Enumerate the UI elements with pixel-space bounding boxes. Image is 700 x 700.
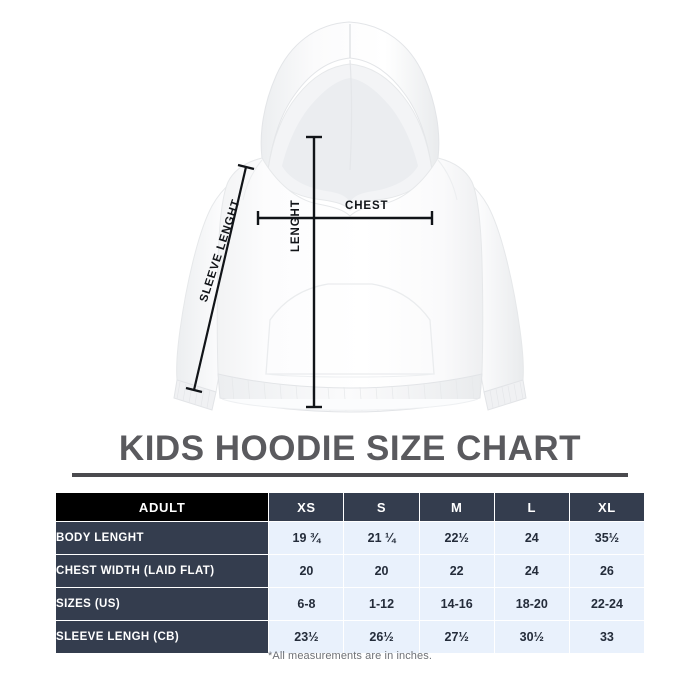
- table-row: SLEEVE LENGH (CB) 23½ 26½ 27½ 30½ 33: [56, 621, 644, 653]
- table-header: ADULT XS S M L XL: [56, 493, 644, 521]
- cell-chest-width-m: 22: [419, 555, 494, 587]
- cell-sizes-us-xs: 6-8: [269, 588, 344, 620]
- title-block: KIDS HOODIE SIZE CHART: [0, 428, 700, 477]
- row-label-sizes-us: SIZES (US): [56, 588, 269, 620]
- row-label-sleeve-lengh: SLEEVE LENGH (CB): [56, 621, 269, 653]
- table-body: BODY LENGHT 19 ¾ 21 ¼ 22½ 24 35½ CHEST W…: [56, 522, 644, 653]
- cell-sleeve-lengh-xl: 33: [569, 621, 644, 653]
- cell-chest-width-l: 24: [494, 555, 569, 587]
- table-header-row: ADULT XS S M L XL: [56, 493, 644, 521]
- hoodie-body: [216, 157, 484, 413]
- header-size-xl: XL: [569, 493, 644, 521]
- header-adult: ADULT: [56, 493, 269, 521]
- length-measure-label: LENGHT: [290, 199, 302, 252]
- table-row: SIZES (US) 6-8 1-12 14-16 18-20 22-24: [56, 588, 644, 620]
- hoodie-hood: [260, 21, 440, 211]
- table-row: BODY LENGHT 19 ¾ 21 ¼ 22½ 24 35½: [56, 522, 644, 554]
- measurement-lines: [185, 135, 434, 409]
- cell-body-lenght-s: 21 ¼: [344, 522, 419, 554]
- row-label-chest-width: CHEST WIDTH (LAID FLAT): [56, 555, 269, 587]
- measurements-footnote: *All measurements are in inches.: [268, 650, 432, 662]
- chest-measure-line: [256, 211, 434, 225]
- cell-body-lenght-m: 22½: [419, 522, 494, 554]
- cell-chest-width-s: 20: [344, 555, 419, 587]
- cell-body-lenght-xs: 19 ¾: [269, 522, 344, 554]
- size-chart-table-wrapper: ADULT XS S M L XL BODY LENGHT 19 ¾ 21 ¼ …: [55, 492, 645, 654]
- cell-sizes-us-m: 14-16: [419, 588, 494, 620]
- cell-chest-width-xs: 20: [269, 555, 344, 587]
- cell-body-lenght-xl: 35½: [569, 522, 644, 554]
- cell-sleeve-lengh-l: 30½: [494, 621, 569, 653]
- chest-measure-label: CHEST: [345, 200, 389, 212]
- cell-body-lenght-l: 24: [494, 522, 569, 554]
- cell-chest-width-xl: 26: [569, 555, 644, 587]
- header-size-m: M: [419, 493, 494, 521]
- cell-sleeve-lengh-m: 27½: [419, 621, 494, 653]
- length-measure-line: [306, 135, 322, 409]
- header-size-l: L: [494, 493, 569, 521]
- hoodie-graphic: [173, 21, 527, 413]
- table-row: CHEST WIDTH (LAID FLAT) 20 20 22 24 26: [56, 555, 644, 587]
- cell-sleeve-lengh-s: 26½: [344, 621, 419, 653]
- sleeve-measure-line: [185, 163, 255, 394]
- cell-sizes-us-l: 18-20: [494, 588, 569, 620]
- cell-sizes-us-xl: 22-24: [569, 588, 644, 620]
- page-title: KIDS HOODIE SIZE CHART: [118, 429, 582, 468]
- header-size-s: S: [344, 493, 419, 521]
- size-chart-table: ADULT XS S M L XL BODY LENGHT 19 ¾ 21 ¼ …: [55, 492, 645, 654]
- cell-sizes-us-s: 1-12: [344, 588, 419, 620]
- cell-sleeve-lengh-xs: 23½: [269, 621, 344, 653]
- title-underline-rule: [72, 473, 628, 477]
- hoodie-illustration: CHEST LENGHT SLEEVE LENGHT: [173, 21, 527, 413]
- header-size-xs: XS: [269, 493, 344, 521]
- row-label-body-lenght: BODY LENGHT: [56, 522, 269, 554]
